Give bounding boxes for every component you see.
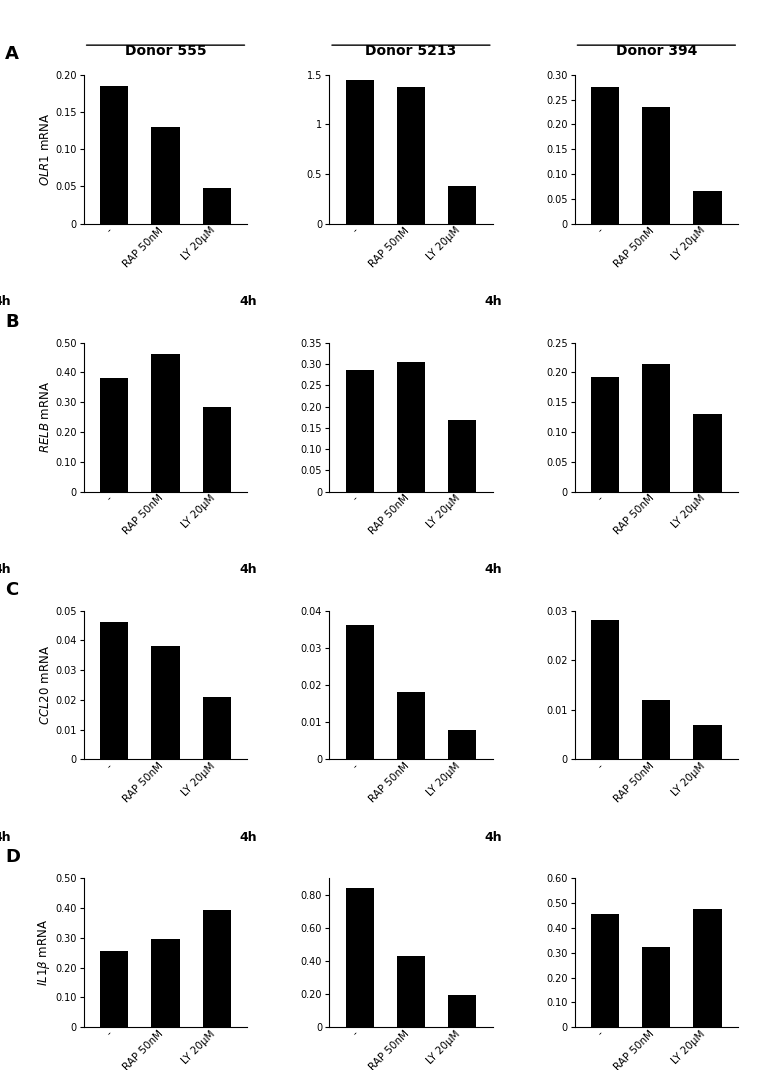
Bar (397, 957, 425, 1027)
Bar (642, 947, 670, 1027)
Text: 4h: 4h (0, 830, 11, 844)
Text: 4h: 4h (485, 830, 502, 844)
Bar (693, 910, 721, 1027)
Y-axis label: $\it{RELB}$ mRNA: $\it{RELB}$ mRNA (40, 381, 53, 454)
Text: B: B (5, 312, 19, 331)
Text: 4h: 4h (485, 563, 502, 576)
Title: Donor 5213: Donor 5213 (365, 45, 457, 59)
Bar (448, 421, 476, 491)
Bar (202, 407, 231, 491)
Text: C: C (5, 581, 18, 599)
Bar (448, 730, 476, 760)
Bar (151, 354, 180, 491)
Bar (693, 724, 721, 760)
Bar (100, 379, 129, 491)
Bar (151, 127, 180, 224)
Text: 4h: 4h (485, 295, 502, 308)
Bar (202, 188, 231, 224)
Bar (693, 414, 721, 491)
Bar (642, 107, 670, 224)
Title: Donor 555: Donor 555 (125, 45, 206, 59)
Bar (100, 951, 129, 1027)
Bar (591, 378, 619, 491)
Bar (591, 915, 619, 1027)
Bar (202, 697, 231, 760)
Text: 4h: 4h (239, 563, 256, 576)
Bar (448, 186, 476, 224)
Bar (100, 86, 129, 224)
Text: 4h: 4h (239, 830, 256, 844)
Bar (448, 995, 476, 1027)
Text: D: D (5, 849, 21, 867)
Bar (642, 364, 670, 491)
Bar (345, 888, 374, 1027)
Text: 4h: 4h (0, 563, 11, 576)
Bar (397, 362, 425, 491)
Bar (397, 692, 425, 760)
Y-axis label: $\it{CCL20}$ mRNA: $\it{CCL20}$ mRNA (40, 645, 53, 725)
Text: 4h: 4h (239, 295, 256, 308)
Bar (345, 80, 374, 224)
Bar (345, 626, 374, 760)
Y-axis label: $\it{OLR1}$ mRNA: $\it{OLR1}$ mRNA (40, 112, 53, 186)
Y-axis label: $\it{IL1β}$ mRNA: $\it{IL1β}$ mRNA (37, 919, 53, 987)
Bar (345, 370, 374, 491)
Bar (202, 910, 231, 1027)
Bar (151, 646, 180, 760)
Bar (693, 192, 721, 224)
Bar (642, 700, 670, 760)
Bar (151, 939, 180, 1027)
Bar (591, 88, 619, 224)
Text: 4h: 4h (0, 295, 11, 308)
Bar (397, 87, 425, 224)
Text: A: A (5, 45, 19, 63)
Title: Donor 394: Donor 394 (616, 45, 697, 59)
Bar (100, 623, 129, 760)
Bar (591, 621, 619, 760)
